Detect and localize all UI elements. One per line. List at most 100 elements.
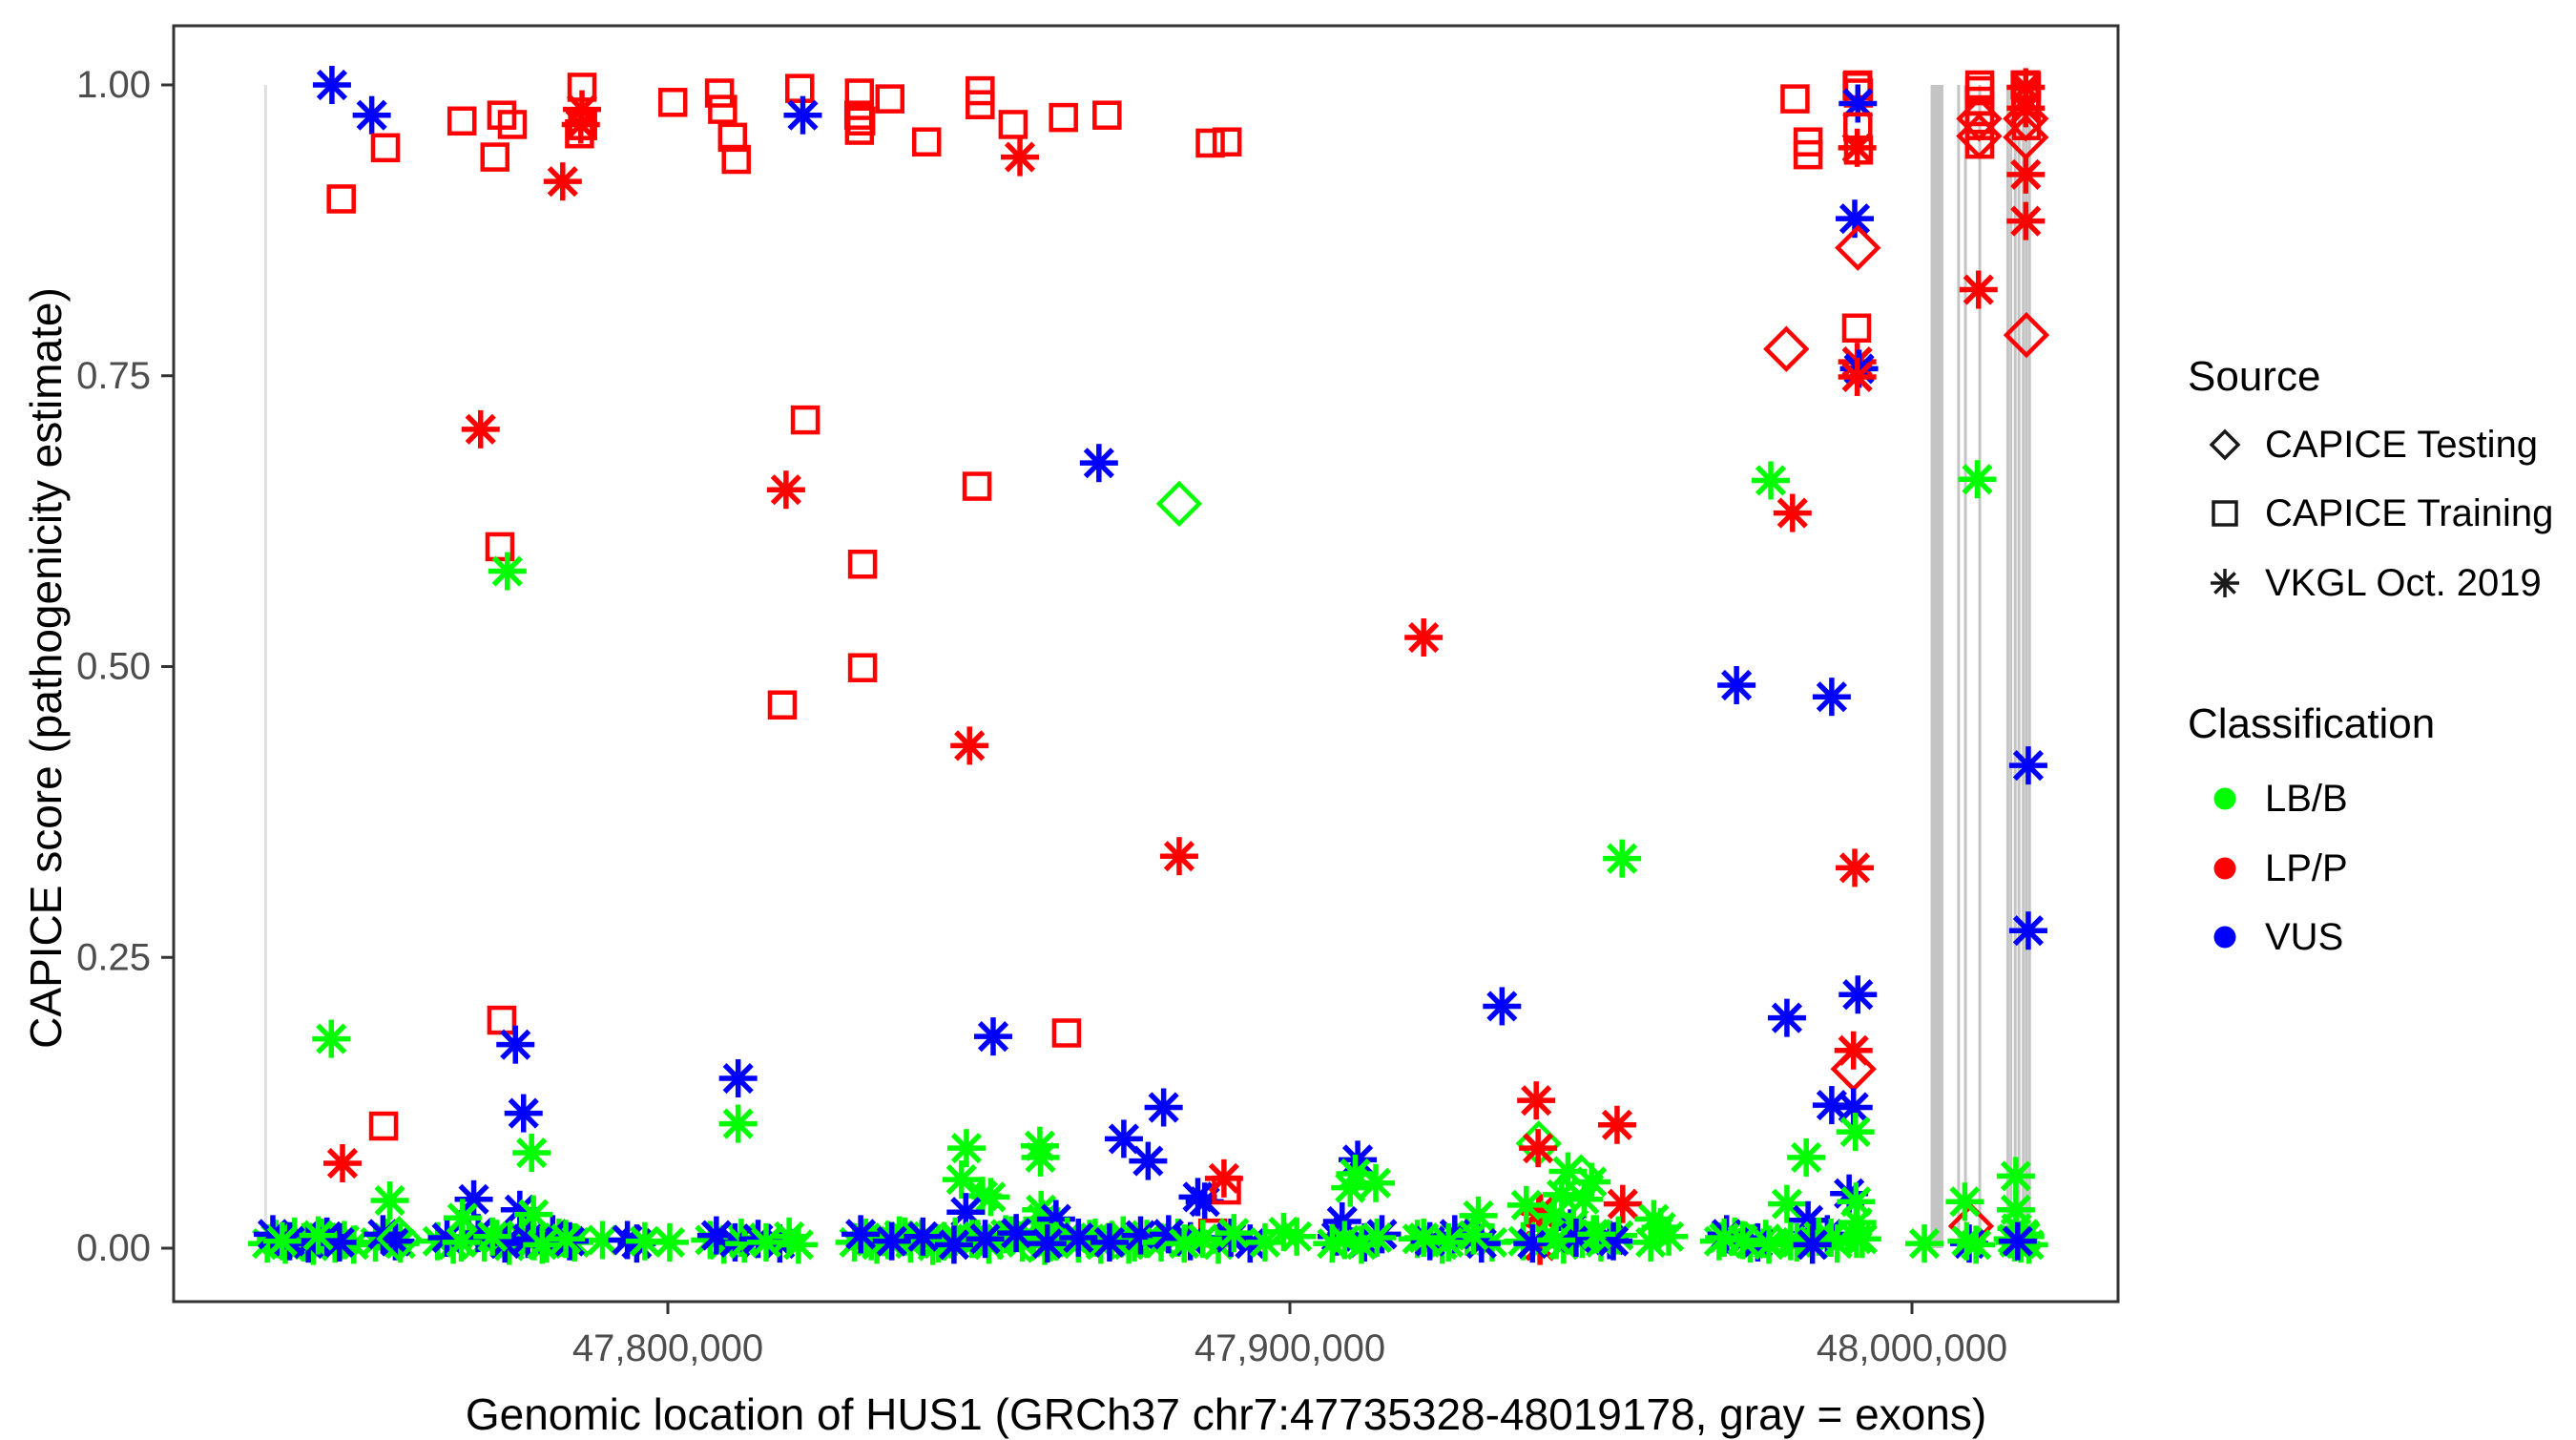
data-point (1780, 84, 1810, 114)
data-point (473, 1217, 512, 1256)
data-point (1843, 136, 1874, 165)
data-point (312, 1019, 351, 1058)
data-point (1650, 1217, 1689, 1256)
data-point (997, 1214, 1036, 1253)
data-point (1021, 1137, 1060, 1177)
data-point (1245, 1222, 1284, 1262)
data-point (747, 1222, 786, 1262)
data-point (1049, 102, 1078, 133)
data-point (496, 1025, 535, 1064)
data-point (872, 1221, 911, 1261)
data-point (1957, 1225, 1996, 1264)
panel-border (172, 24, 2120, 1304)
data-point (443, 1199, 482, 1238)
data-point (447, 106, 477, 136)
x-axis-title: Genomic location of HUS1 (GRCh37 chr7:47… (465, 1389, 1987, 1439)
data-point (1597, 1105, 1636, 1144)
data-point (784, 73, 815, 103)
data-point (1404, 618, 1444, 657)
data-point (1793, 139, 1823, 170)
data-point (568, 111, 597, 140)
legend-source-title: Source (2188, 353, 2321, 400)
data-point (721, 144, 751, 175)
data-point (461, 409, 500, 449)
data-point (717, 122, 748, 153)
data-point (966, 1220, 1005, 1259)
data-point (1964, 129, 1995, 159)
y-tick-label: 1.00 (76, 64, 151, 106)
data-point (1159, 837, 1198, 876)
data-point (1331, 1168, 1370, 1207)
data-point (1717, 666, 1756, 705)
data-point (1215, 1214, 1254, 1253)
data-point (844, 78, 875, 108)
legend-item-vkgl: VKGL Oct. 2019 (2196, 554, 2542, 612)
y-tick-label: 0.75 (76, 355, 151, 397)
data-point (1836, 1113, 1875, 1152)
data-point (1090, 1222, 1129, 1262)
data-point (1183, 1220, 1222, 1259)
data-point (485, 532, 515, 562)
data-point (1144, 1088, 1183, 1127)
data-point (1577, 1215, 1616, 1254)
data-point (1998, 1221, 2037, 1261)
exon-line (2009, 85, 2013, 1248)
data-point (1834, 1088, 1873, 1127)
legend-item-label: VKGL Oct. 2019 (2265, 561, 2542, 604)
data-point (1001, 137, 1040, 177)
data-point (1313, 1224, 1352, 1263)
green-dot-icon (2196, 770, 2254, 827)
data-point (1454, 1216, 1493, 1255)
blue-dot-icon (2196, 908, 2254, 966)
data-point (942, 1160, 981, 1200)
data-point (299, 1216, 338, 1255)
data-point (1028, 1224, 1067, 1263)
data-point (1129, 1141, 1168, 1180)
data-point (1945, 1182, 1984, 1221)
data-point (998, 110, 1028, 139)
data-point (847, 549, 878, 579)
y-axis-title: CAPICE score (pathogenicity estimate) (21, 287, 71, 1049)
data-point (934, 1225, 973, 1264)
data-point (911, 127, 942, 157)
data-point (1836, 848, 1875, 887)
data-point (1812, 678, 1851, 717)
data-point (1841, 313, 1872, 344)
data-point (704, 78, 735, 108)
data-point (370, 133, 401, 163)
data-point (370, 1181, 409, 1221)
x-tick-label: 47,800,000 (572, 1327, 763, 1369)
data-point (1195, 128, 1225, 158)
exon-line (2022, 85, 2025, 1248)
y-tick-label: 0.25 (76, 936, 151, 978)
exon-line (2017, 85, 2021, 1248)
data-point (973, 1017, 1012, 1056)
data-point (783, 95, 822, 135)
data-point (2011, 111, 2042, 140)
data-points (248, 66, 2050, 1265)
data-point (1404, 1219, 1444, 1258)
data-point (1958, 460, 1997, 499)
data-point (841, 1215, 881, 1254)
data-point (1905, 1224, 1944, 1263)
exon-line (1978, 85, 1982, 1248)
x-tick-label: 48,000,000 (1817, 1327, 2007, 1369)
square-icon (2196, 485, 2254, 542)
data-point (1356, 1163, 1395, 1202)
legend-item-label: VUS (2265, 915, 2344, 958)
data-point (844, 115, 875, 145)
exon-line (2005, 85, 2009, 1248)
legend-item-lbb: LB/B (2196, 770, 2348, 827)
data-point (1603, 1184, 1642, 1223)
data-point (1506, 1185, 1546, 1224)
data-point (708, 94, 737, 124)
data-point (488, 552, 527, 591)
data-point (326, 184, 356, 214)
data-point (1767, 1184, 1806, 1223)
data-point (547, 1220, 586, 1259)
data-point (657, 88, 688, 117)
data-point (543, 162, 582, 201)
data-point (650, 1222, 689, 1262)
data-point (514, 1195, 553, 1234)
